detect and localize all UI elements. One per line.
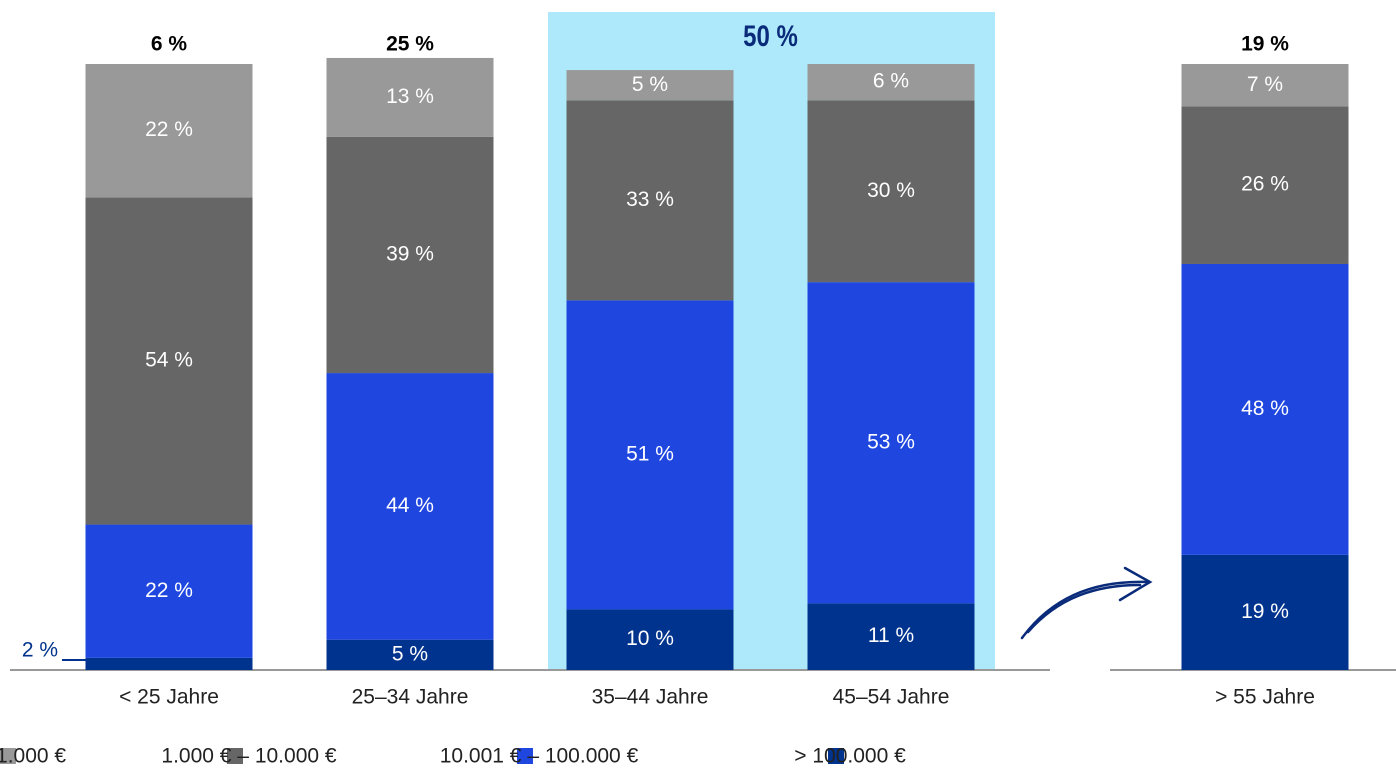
data-label: 26 % xyxy=(1241,173,1289,196)
x-tick-label: 45–54 Jahre xyxy=(833,686,950,709)
bar-segment xyxy=(326,57,494,137)
bar-segment xyxy=(85,657,253,670)
data-label: 5 % xyxy=(632,73,668,96)
x-tick-label: 25–34 Jahre xyxy=(352,686,469,709)
bar-segment xyxy=(807,64,975,101)
bar-segment xyxy=(807,100,975,283)
data-label: 10 % xyxy=(626,627,674,650)
data-label: 53 % xyxy=(867,430,915,453)
x-tick-label: > 55 Jahre xyxy=(1215,686,1315,709)
group-total: 6 % xyxy=(151,33,188,56)
legend-swatch xyxy=(828,748,844,764)
data-label: 5 % xyxy=(392,642,428,665)
bar-segment xyxy=(1181,554,1349,670)
group-total: 50 % xyxy=(743,18,798,52)
legend-swatch xyxy=(517,748,533,764)
bar-segment xyxy=(326,639,494,670)
x-tick-label: < 25 Jahre xyxy=(119,686,219,709)
data-label: 39 % xyxy=(386,242,434,265)
data-label: 13 % xyxy=(386,85,434,108)
bar-segment xyxy=(566,609,734,670)
bar-segment xyxy=(1181,64,1349,107)
data-label: 48 % xyxy=(1241,397,1289,420)
bar-segment xyxy=(566,300,734,610)
data-label: 22 % xyxy=(145,118,193,141)
data-label: 6 % xyxy=(873,70,909,93)
arrow xyxy=(1020,566,1153,640)
group-total: 19 % xyxy=(1241,33,1289,56)
data-label: 33 % xyxy=(626,188,674,211)
x-tick-label: 35–44 Jahre xyxy=(592,686,709,709)
data-label: 51 % xyxy=(626,442,674,465)
bar-segment xyxy=(85,197,253,525)
data-label: 2 % xyxy=(22,639,58,662)
group-total: 25 % xyxy=(386,33,434,56)
data-label: 44 % xyxy=(386,494,434,517)
bar-segment xyxy=(807,282,975,604)
data-label: 7 % xyxy=(1247,73,1283,96)
legend-swatch xyxy=(0,748,16,764)
bar-segment xyxy=(85,64,253,198)
data-label: 30 % xyxy=(867,179,915,202)
bar-segment xyxy=(1181,106,1349,264)
legend-swatch xyxy=(227,748,243,764)
bar-segment xyxy=(326,136,494,374)
bar-segment xyxy=(1181,263,1349,555)
legend-label: < 1.000 € xyxy=(0,745,66,768)
data-label: 54 % xyxy=(145,348,193,371)
legend-label: 10.001 € – 100.000 € xyxy=(440,745,639,768)
data-label: 22 % xyxy=(145,579,193,602)
data-label: 19 % xyxy=(1241,600,1289,623)
bar-segment xyxy=(566,100,734,301)
data-label: 11 % xyxy=(868,624,914,647)
legend-label: 1.000 € – 10.000 € xyxy=(161,745,336,768)
legend-label: > 100.000 € xyxy=(794,745,906,768)
bar-segment xyxy=(326,373,494,640)
bar-segment xyxy=(566,70,734,101)
bar-segment xyxy=(807,603,975,670)
bar-segment xyxy=(85,524,253,658)
